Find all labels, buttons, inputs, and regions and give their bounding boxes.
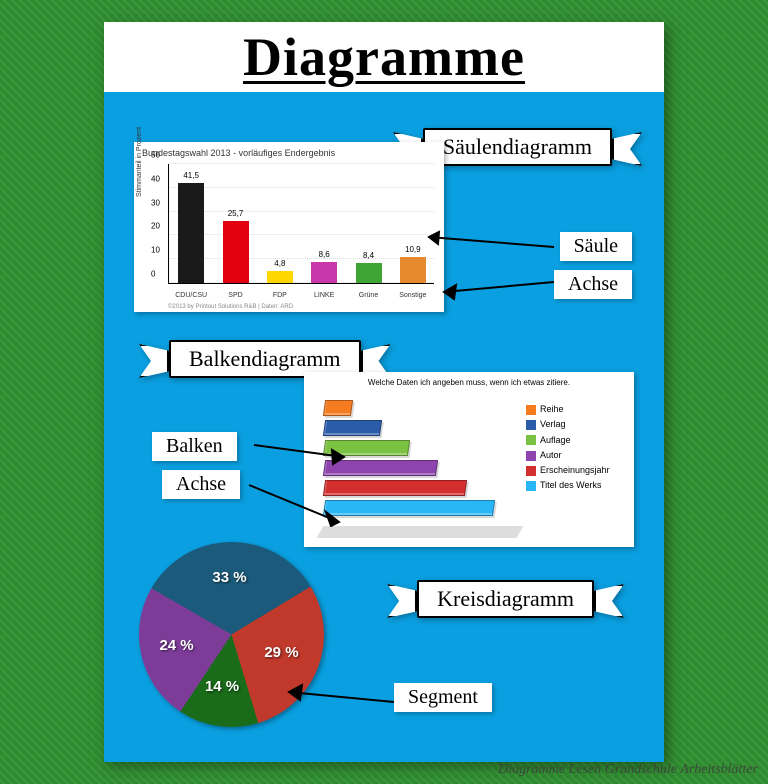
legend-swatch xyxy=(526,405,536,415)
column-bar: 8,4 xyxy=(356,263,382,283)
legend-swatch xyxy=(526,420,536,430)
bar-value: 25,7 xyxy=(223,209,249,218)
legend-label: Erscheinungsjahr xyxy=(540,465,610,475)
legend-item: Titel des Werks xyxy=(526,478,626,493)
column-bar: 41,5 xyxy=(178,183,204,283)
ytick: 20 xyxy=(151,222,160,231)
pie-slice-label: 33 % xyxy=(212,569,246,586)
ytick: 30 xyxy=(151,198,160,207)
legend-label: Autor xyxy=(540,450,562,460)
bar-value: 4,8 xyxy=(267,259,293,268)
ytick: 40 xyxy=(151,174,160,183)
legend-label: Verlag xyxy=(540,419,566,429)
column-bar: 8,6 xyxy=(311,262,337,283)
legend-swatch xyxy=(526,435,536,445)
legend-label: Reihe xyxy=(540,404,564,414)
poster: Diagramme Säulendiagramm Bundestagswahl … xyxy=(104,22,664,762)
column-chart-title: Bundestagswahl 2013 - vorläufiges Enderg… xyxy=(142,148,436,158)
pie-slice-label: 29 % xyxy=(264,644,298,661)
column-chart-ylabel: Stimmanteil in Prozent xyxy=(136,127,143,197)
banner-tail-left xyxy=(139,344,169,378)
column-bar: 4,8 xyxy=(267,271,293,283)
chart-floor xyxy=(317,526,524,538)
watermark: Diagramme Lesen Grundschule Arbeitsblätt… xyxy=(498,762,758,778)
bar-category-label: CDU/CSU xyxy=(171,292,211,299)
banner-tail-left xyxy=(387,584,417,618)
bar-value: 41,5 xyxy=(178,171,204,180)
bar-category-label: FDP xyxy=(260,292,300,299)
arrow-saeule xyxy=(404,222,574,312)
ytick: 0 xyxy=(151,270,155,279)
legend-label: Auflage xyxy=(540,435,571,445)
column-chart: Bundestagswahl 2013 - vorläufiges Enderg… xyxy=(134,142,444,312)
bar-value: 8,4 xyxy=(356,251,382,260)
bar-category-label: SPD xyxy=(216,292,256,299)
arrow-balken xyxy=(234,427,354,527)
banner-tail-right xyxy=(612,132,642,166)
ytick: 10 xyxy=(151,246,160,255)
bar-chart-legend: Reihe Verlag Auflage Autor Erscheinungsjahr T… xyxy=(526,402,626,494)
banner-tail-right xyxy=(594,584,624,618)
arrow-segment xyxy=(274,672,404,732)
label-balken: Balken xyxy=(152,432,237,461)
column-bar: 25,7 xyxy=(223,221,249,283)
label-achse-2: Achse xyxy=(162,470,240,499)
bar-category-label: LINKE xyxy=(304,292,344,299)
legend-item: Autor xyxy=(526,448,626,463)
banner-label: Säulendiagramm xyxy=(423,128,612,166)
legend-item: Verlag xyxy=(526,417,626,432)
label-segment: Segment xyxy=(394,683,492,712)
legend-label: Titel des Werks xyxy=(540,480,602,490)
banner-label: Kreisdiagramm xyxy=(417,580,594,618)
column-chart-footer: ©2013 by Printout Solutions R&B | Daten:… xyxy=(168,304,293,310)
pie-slice-label: 14 % xyxy=(205,678,239,695)
poster-title: Diagramme xyxy=(104,26,664,88)
legend-item: Auflage xyxy=(526,433,626,448)
title-bar: Diagramme xyxy=(104,22,664,92)
bar-value: 8,6 xyxy=(311,250,337,259)
legend-swatch xyxy=(526,451,536,461)
legend-item: Reihe xyxy=(526,402,626,417)
horizontal-bar xyxy=(323,400,354,416)
banner-pie-chart: Kreisdiagramm xyxy=(387,582,624,620)
bar-chart-title: Welche Daten ich angeben muss, wenn ich … xyxy=(310,378,628,387)
legend-item: Erscheinungsjahr xyxy=(526,463,626,478)
bar-category-label: Grüne xyxy=(349,292,389,299)
legend-swatch xyxy=(526,466,536,476)
pie-slice-label: 24 % xyxy=(159,637,193,654)
legend-swatch xyxy=(526,481,536,491)
ytick: 50 xyxy=(151,151,160,160)
column-chart-plot: 0102030405041,5CDU/CSU25,7SPD4,8FDP8,6LI… xyxy=(168,164,434,284)
